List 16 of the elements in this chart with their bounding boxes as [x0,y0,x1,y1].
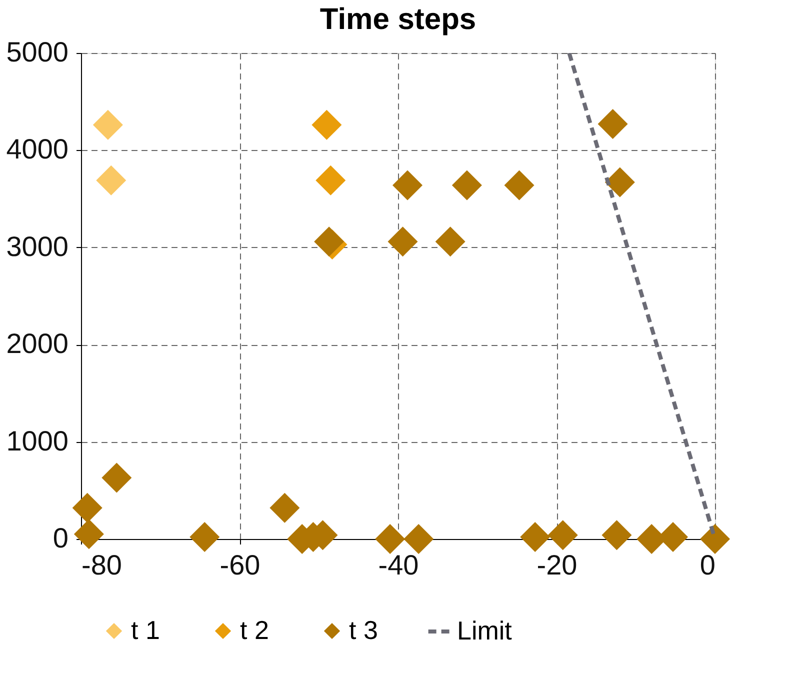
y-tick-label: 4000 [6,134,68,165]
legend-label: t 1 [131,615,160,645]
x-tick-label: 0 [700,550,716,580]
legend-label: t 3 [349,615,378,645]
x-tick-label: -80 [82,550,122,580]
x-tick-label: -20 [536,550,578,580]
x-tick-label: -40 [378,550,419,580]
y-tick-label: 1000 [6,425,68,456]
y-tick-label: 3000 [6,230,68,262]
x-tick-label: -60 [220,550,260,580]
y-tick-label: 0 [52,522,68,554]
chart-title: Time steps [320,3,476,36]
legend-label: Limit [457,616,513,646]
legend-label: t 2 [240,615,269,645]
y-tick-label: 2000 [6,328,68,360]
y-tick-label: 5000 [6,36,68,68]
